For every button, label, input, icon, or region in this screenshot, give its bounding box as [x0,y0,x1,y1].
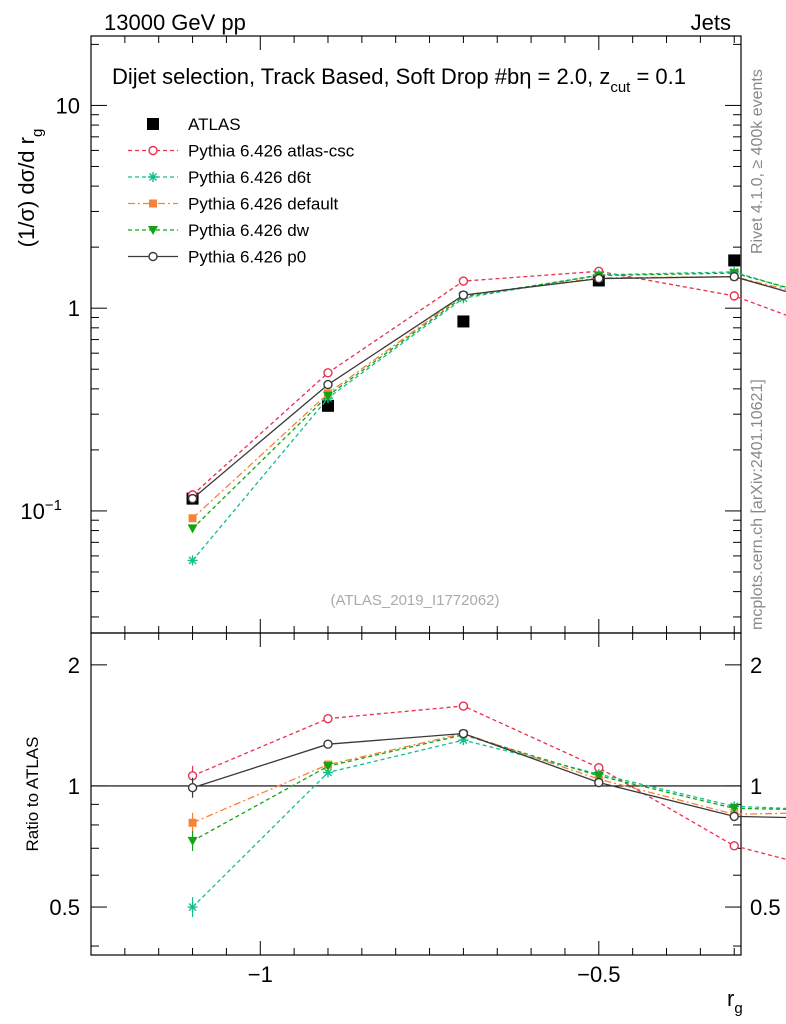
data-point [594,777,604,788]
data-point [458,276,469,286]
y-tick-label: 10 [56,93,80,118]
data-point [148,145,158,156]
header-right: Jets [691,10,731,35]
data-series [186,254,786,918]
mcplots-label: mcplots.cern.ch [arXiv:2401.10621] [749,379,766,630]
y-tick-label: 1 [68,296,80,321]
ratio-y-axis-label: Ratio to ATLAS [23,737,42,852]
chart-title-sub: cut [610,79,631,96]
data-point [323,713,333,724]
data-point [188,818,197,827]
legend-label: Pythia 6.426 d6t [188,168,311,187]
legend-label: ATLAS [188,115,241,134]
data-point [147,118,159,130]
data-point [458,735,469,746]
data-point [187,493,198,504]
ratio-line-d6t [192,739,786,908]
data-point [729,841,739,851]
data-point [729,291,739,301]
data-point [729,271,739,282]
data-point [458,728,469,739]
x-tick-label: −1 [248,962,273,987]
main-y-axis-label-sub: g [29,129,46,137]
data-point [187,524,198,534]
legend-label: Pythia 6.426 dw [188,221,310,240]
series-line-p0 [192,276,786,500]
data-point [188,514,197,523]
series-line-atlas-csc [192,270,786,496]
ratio-y-tick-label-right: 2 [750,653,762,678]
data-point [593,771,604,781]
x-axis-label: rg [727,986,743,1017]
analysis-watermark: (ATLAS_2019_I1772062) [330,592,499,609]
chart-title-end: = 0.1 [630,64,686,89]
axis-ticks: −1 −0.5 10−1 1 10 0.5 0.5 1 1 2 2 [20,36,781,987]
series-line-default [192,276,786,519]
data-point [322,762,333,772]
series-default [188,272,786,833]
series-atlas-csc [187,266,786,860]
legend: ATLAS Pythia 6.426 atlas-csc Pythia 6.426 … [128,115,355,267]
main-y-axis-label-text: (1/σ) dσ/d r [14,137,39,247]
header-left: 13000 GeV pp [104,10,246,35]
data-point [321,399,334,412]
data-point [728,254,741,267]
ratio-y-tick-label-right: 1 [750,774,762,799]
ratio-plot-frame [90,632,742,956]
data-point [187,836,198,846]
series-line-d6t [192,271,786,561]
x-axis-label-text: r [727,986,734,1011]
data-point [148,251,158,262]
data-point [323,379,333,390]
x-tick-label: −0.5 [577,962,620,987]
legend-item-p0: Pythia 6.426 p0 [128,248,306,267]
data-point [729,804,740,814]
data-point [322,391,333,401]
ratio-y-tick-label-right: 0.5 [750,895,781,920]
series-line-dw [192,272,786,529]
data-point [149,199,157,208]
legend-item-dw: Pythia 6.426 dw [128,221,310,240]
data-point [187,555,198,566]
ratio-line-p0 [192,732,786,819]
data-point [148,172,158,182]
legend-item-d6t: Pythia 6.426 d6t [128,168,311,187]
legend-label: Pythia 6.426 p0 [188,248,306,267]
chart-title-suffix: η = 2.0, z [519,64,610,89]
chart-title: Dijet selection, Track Based, Soft Drop … [112,64,686,96]
ratio-y-tick-label: 1 [68,774,80,799]
data-point [457,315,470,328]
ratio-line-default [192,732,786,824]
data-point [187,783,198,793]
data-point [594,273,604,284]
y-tick-label: 10−1 [20,497,62,524]
data-point [323,739,333,749]
ratio-line-dw [192,734,786,842]
data-point [187,902,198,913]
main-y-axis-label: (1/σ) dσ/d rg [14,129,46,248]
data-point [458,290,469,300]
data-point [322,767,333,778]
data-point [148,226,158,235]
data-point [458,701,469,711]
series-p0 [187,271,786,822]
data-point [729,811,739,822]
data-point [323,368,333,378]
legend-item-default: Pythia 6.426 default [128,195,339,214]
series-dw [187,269,786,851]
ratio-y-tick-label: 2 [68,653,80,678]
legend-item-atlas-csc: Pythia 6.426 atlas-csc [128,142,355,161]
legend-label: Pythia 6.426 atlas-csc [188,142,355,161]
ratio-y-tick-label: 0.5 [49,895,80,920]
rivet-label: Rivet 4.1.0, ≥ 400k events [749,69,766,254]
chart-title-main: Dijet selection, Track Based, Soft Drop … [112,64,519,89]
x-axis-label-sub: g [734,1000,742,1017]
ratio-line-atlas-csc [192,705,786,860]
legend-label: Pythia 6.426 default [188,195,339,214]
legend-item-ATLAS: ATLAS [147,115,241,134]
